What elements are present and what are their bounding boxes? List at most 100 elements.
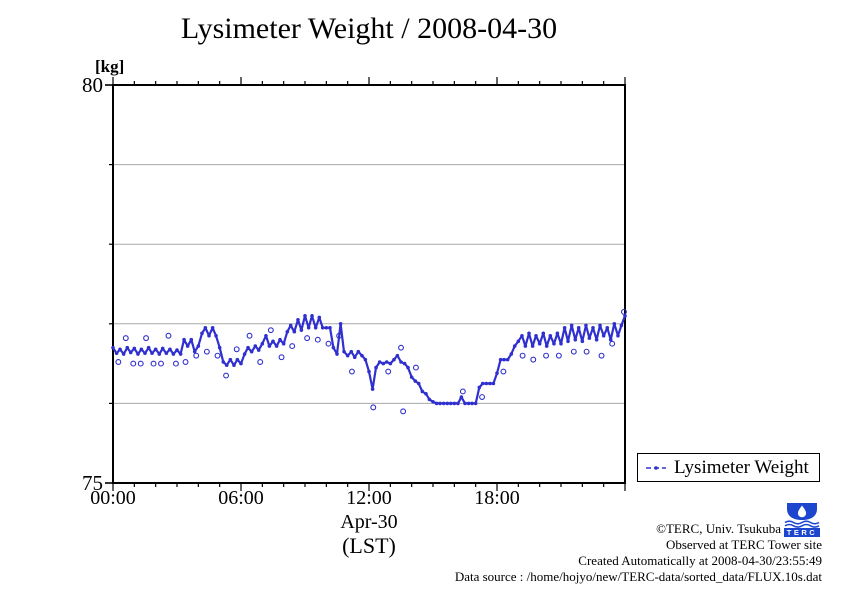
- series-point: [445, 401, 450, 406]
- outlier-point: [165, 332, 172, 339]
- series-point: [552, 341, 556, 346]
- series-point: [512, 344, 517, 348]
- outlier-point: [543, 352, 550, 359]
- series-point: [164, 351, 169, 356]
- series-point: [246, 345, 250, 350]
- outlier-point: [479, 394, 486, 400]
- series-point: [548, 333, 553, 338]
- series-point: [121, 352, 126, 356]
- series-point: [505, 357, 510, 362]
- legend-line-marker-icon: [646, 465, 666, 470]
- series-point: [384, 360, 389, 364]
- series-point: [232, 363, 236, 367]
- logo-wave-line: [784, 523, 820, 528]
- series-point: [616, 333, 620, 338]
- series-point: [388, 361, 393, 366]
- x-axis-timezone-label: (LST): [342, 533, 396, 558]
- logo-wave-line: [784, 520, 820, 525]
- series-point: [175, 348, 179, 352]
- outlier-point: [203, 348, 210, 355]
- series-point: [584, 323, 588, 328]
- series-point: [395, 353, 400, 358]
- series-point: [434, 401, 439, 406]
- outlier-point: [193, 352, 200, 359]
- logo-name-band: [784, 528, 820, 537]
- series-point: [303, 314, 307, 318]
- series-point: [320, 325, 325, 330]
- series-point: [182, 337, 186, 342]
- series-point: [345, 353, 350, 358]
- series-point: [235, 357, 240, 362]
- series-point: [370, 387, 375, 391]
- series-point: [171, 352, 176, 356]
- series-point: [537, 341, 542, 346]
- series-point: [256, 348, 261, 352]
- series-point: [459, 395, 464, 399]
- series-point: [338, 322, 343, 326]
- series-point: [541, 331, 546, 336]
- series-point: [310, 314, 314, 318]
- series-point: [260, 341, 265, 346]
- outlier-point: [530, 356, 537, 363]
- series-point: [623, 314, 627, 318]
- series-point: [267, 344, 272, 348]
- outlier-point: [246, 332, 253, 339]
- outlier-point: [158, 360, 164, 367]
- outlier-point: [370, 404, 377, 411]
- series-point: [271, 339, 275, 344]
- credit-created-timestamp: Created Automatically at 2008-04-30/23:5…: [578, 553, 822, 568]
- series-point: [285, 329, 290, 334]
- series-point: [612, 322, 617, 326]
- outlier-point: [172, 360, 179, 367]
- series-point: [217, 345, 222, 350]
- series-point: [178, 352, 183, 356]
- terc-logo: TERC: [784, 503, 820, 537]
- credit-site: Observed at TERC Tower site: [665, 537, 822, 552]
- outlier-point: [267, 327, 274, 334]
- outlier-point: [223, 372, 230, 379]
- outlier-point: [143, 335, 150, 342]
- y-axis-tick-label-75: 75: [82, 471, 103, 495]
- outlier-point: [620, 308, 627, 315]
- series-point: [406, 365, 410, 370]
- series-point: [598, 323, 602, 328]
- series-point: [224, 363, 229, 367]
- series-point: [402, 361, 407, 366]
- outlier-point: [348, 368, 355, 375]
- series-point: [324, 325, 329, 330]
- outlier-point: [182, 359, 189, 365]
- series-point: [562, 325, 567, 330]
- series-point: [168, 347, 172, 352]
- series-point: [253, 344, 258, 348]
- series-point: [125, 345, 130, 350]
- series-point: [580, 339, 585, 344]
- y-axis-unit-label: [kg]: [95, 57, 125, 76]
- series-point: [132, 346, 137, 351]
- series-point: [306, 325, 311, 330]
- series-point: [409, 375, 414, 379]
- outlier-point: [289, 343, 296, 350]
- series-point: [520, 333, 524, 338]
- x-axis-date-label: Apr-30: [340, 511, 398, 533]
- outlier-point: [598, 352, 605, 359]
- outlier-point: [500, 368, 507, 375]
- outlier-point: [130, 360, 137, 367]
- series-point: [274, 344, 279, 348]
- series-point: [292, 329, 297, 334]
- outlier-point: [398, 344, 404, 351]
- series-point: [157, 352, 162, 356]
- series-point: [431, 400, 435, 404]
- outlier-point: [137, 360, 144, 367]
- series-point: [488, 381, 492, 386]
- series-point: [420, 389, 425, 394]
- legend-box: Lysimeter Weight: [637, 453, 820, 482]
- series-point: [150, 351, 154, 356]
- outlier-point: [304, 335, 311, 342]
- series-point: [509, 352, 514, 356]
- series-point: [278, 337, 282, 342]
- series-point: [264, 333, 268, 338]
- outlier-point: [314, 336, 321, 343]
- outlier-point: [385, 368, 392, 375]
- series-point: [448, 401, 453, 406]
